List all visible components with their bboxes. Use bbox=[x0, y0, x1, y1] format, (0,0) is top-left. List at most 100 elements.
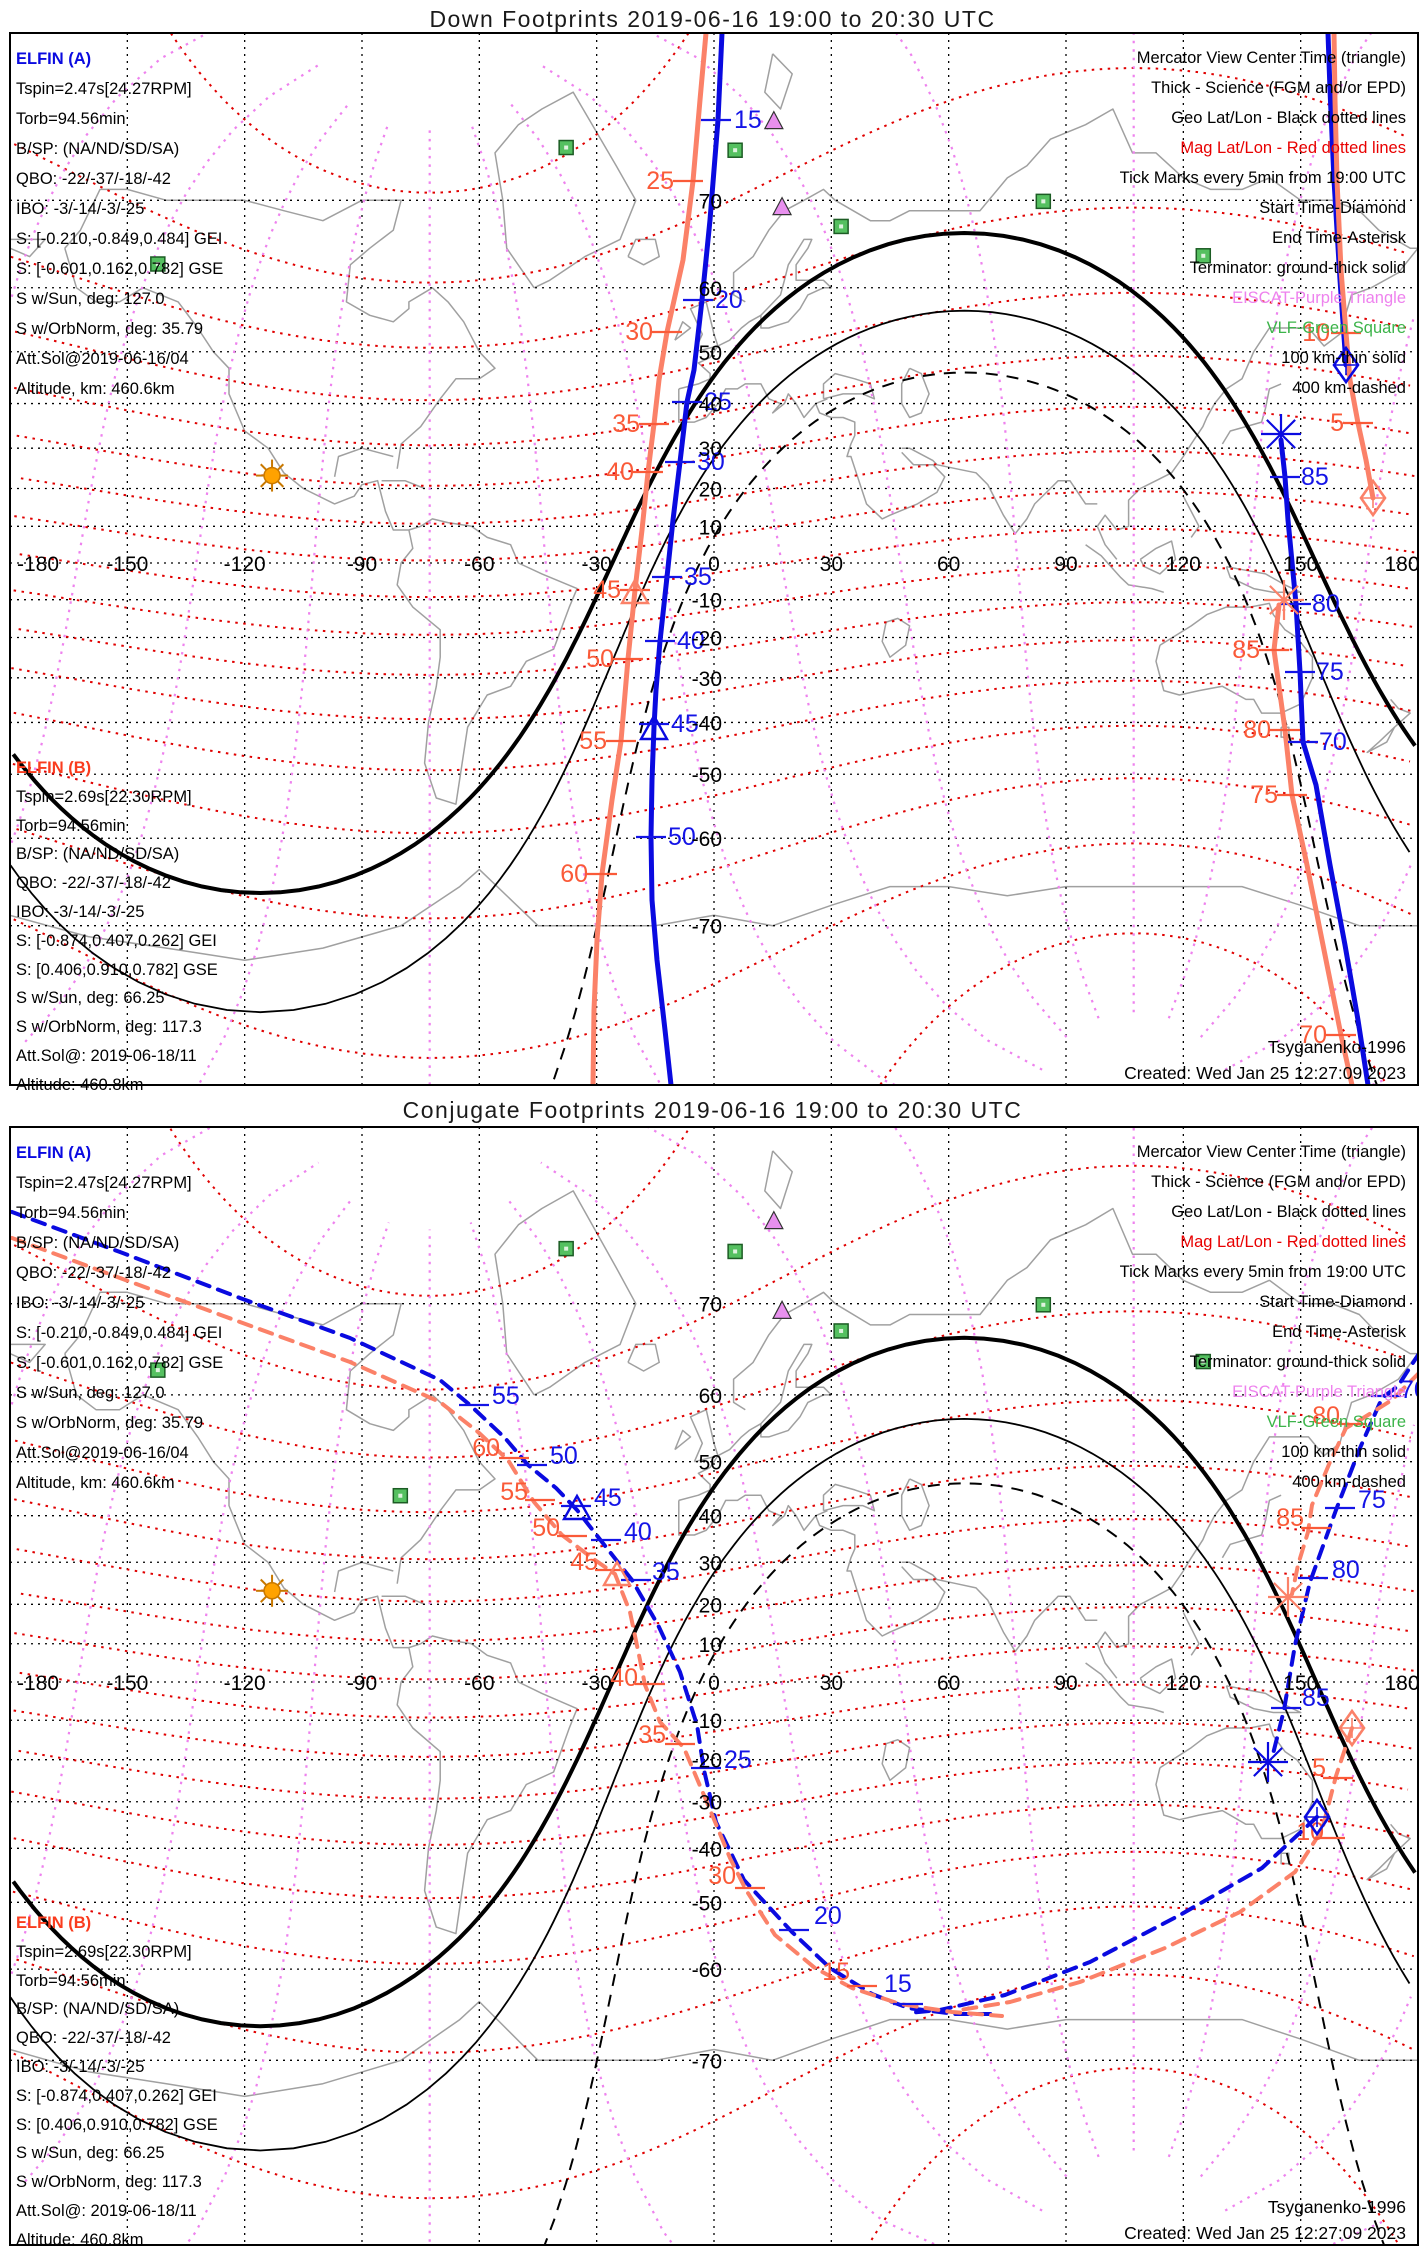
elfin-b-track-main bbox=[590, 33, 709, 1085]
panel2-legend-right-line: VLF-Green Square bbox=[1266, 1413, 1406, 1431]
minute-tick-label: 50 bbox=[668, 823, 696, 851]
coastline bbox=[64, 247, 409, 531]
panel2-legend-b-line: Altitude: 460.8km bbox=[16, 2230, 144, 2249]
mag-lon-line bbox=[10, 33, 1416, 1038]
mag-lat-line bbox=[20, 450, 1418, 525]
latitude-label: -40 bbox=[692, 712, 722, 735]
mag-lon-line bbox=[540, 1161, 1043, 2212]
coastline bbox=[381, 1595, 425, 1605]
mag-lon-line bbox=[1167, 33, 1373, 1019]
coastline bbox=[881, 1738, 911, 1782]
center-time-triangle bbox=[619, 577, 651, 605]
latitude-label: -40 bbox=[692, 1838, 722, 1861]
latitude-label: -20 bbox=[692, 1750, 722, 1773]
longitude-label: 60 bbox=[937, 553, 960, 576]
panel2-legend-a-line: Tspin=2.47s[24.27RPM] bbox=[16, 1174, 192, 1192]
mag-lat-line bbox=[13, 66, 1409, 284]
terminator-400km bbox=[550, 371, 1379, 1085]
latitude-label: 30 bbox=[699, 1552, 722, 1575]
latitude-label: -20 bbox=[692, 627, 722, 650]
panel2-legend-right-line: End Time-Asterisk bbox=[1272, 1323, 1406, 1341]
minute-tick-label: 55 bbox=[492, 1382, 520, 1410]
minute-tick-label: 25 bbox=[646, 167, 674, 195]
longitude-label: 120 bbox=[1166, 1672, 1201, 1695]
panel1-legend-a-line: B/SP: (NA/ND/SD/SA) bbox=[16, 140, 180, 158]
mag-lat-line bbox=[169, 33, 690, 194]
minute-tick-label: 55 bbox=[500, 1478, 528, 1506]
minute-tick-label: 35 bbox=[612, 410, 640, 438]
longitude-label: -30 bbox=[581, 553, 611, 576]
mag-lon-line bbox=[10, 64, 1412, 1071]
elfin-b-conj-end bbox=[1290, 1371, 1418, 1596]
panel2-legend-a-line: S w/Sun, deg: 127.0 bbox=[16, 1384, 165, 1402]
coastline bbox=[815, 403, 946, 520]
sun-marker bbox=[263, 466, 281, 485]
mag-lat-line bbox=[13, 1973, 1413, 2200]
latitude-label: -30 bbox=[692, 1792, 722, 1815]
latitude-label: -50 bbox=[692, 1892, 722, 1915]
panel1-legend-a-line: S: [-0.601,0.162,0.782] GSE bbox=[16, 260, 224, 278]
vlf-square-center bbox=[1041, 199, 1046, 204]
longitude-label: -30 bbox=[581, 1672, 611, 1695]
panel1-legend-b-line: QBO: -22/-37/-18/-42 bbox=[16, 874, 171, 893]
vlf-square-center bbox=[733, 148, 738, 153]
panel2-legend-a-line: B/SP: (NA/ND/SD/SA) bbox=[16, 1234, 180, 1252]
panel2-legend-right-line: Tick Marks every 5min from 19:00 UTC bbox=[1119, 1263, 1406, 1281]
minute-tick-label: 10 bbox=[1302, 319, 1330, 347]
coastline bbox=[1182, 495, 1200, 538]
mag-lon-line bbox=[508, 1200, 940, 2245]
coastline bbox=[333, 447, 394, 477]
coastline bbox=[900, 367, 930, 419]
minute-tick-label: 80 bbox=[1243, 716, 1271, 744]
end-time-asterisk bbox=[1266, 419, 1296, 449]
panel2-legend-right-line: EISCAT-Purple Triangle bbox=[1232, 1383, 1406, 1401]
panel1-legend-b-line: Tspin=2.69s[22.30RPM] bbox=[16, 787, 192, 806]
longitude-label: 180 bbox=[1384, 1672, 1419, 1695]
minute-tick-label: 80 bbox=[1312, 1402, 1340, 1430]
panel2-legend-a-line: Att.Sol@2019-06-16/04 bbox=[16, 1444, 189, 1462]
panel1-legend-b-line: Att.Sol@: 2019-06-18/11 bbox=[16, 1047, 197, 1065]
map-area: 15 20 25 30 35 40 45 50 25 30 35 40 45 50 55 60 5 10 70 75 8… bbox=[10, 33, 1418, 1085]
coastline bbox=[396, 1635, 578, 1935]
terminator-400km bbox=[543, 1482, 1386, 2245]
coastline bbox=[64, 1353, 409, 1649]
panel2-legend-b-line: S: [-0.874,0.407,0.262] GEI bbox=[16, 2086, 217, 2105]
vlf-square-center bbox=[564, 1246, 569, 1251]
mag-lat-line bbox=[14, 490, 1411, 562]
panel-2: 5550454035252015707580856055504540353015… bbox=[9, 1126, 1420, 2246]
panel2-legend-a-line: IBO: -3/-14/-3/-25 bbox=[16, 1294, 145, 1312]
panel2-title: Conjugate Footprints 2019-06-16 19:00 to… bbox=[402, 1097, 1023, 1123]
latitude-label: -60 bbox=[692, 1959, 722, 1982]
coastline bbox=[822, 1483, 876, 1512]
panel1-legend-right-line: Geo Lat/Lon - Black dotted lines bbox=[1171, 109, 1406, 127]
panel2-legend-b-line: Att.Sol@: 2019-06-18/11 bbox=[16, 2202, 197, 2220]
coastline bbox=[678, 238, 833, 390]
minute-tick-label: 85 bbox=[1301, 463, 1329, 491]
mag-lat-line bbox=[13, 842, 1413, 1060]
minute-tick-label: 80 bbox=[1312, 590, 1340, 618]
panel1-legend-right-line: 400 km-dashed bbox=[1292, 379, 1406, 397]
panel1-legend-a-line: Att.Sol@2019-06-16/04 bbox=[16, 350, 189, 368]
panel1-title: Down Footprints 2019-06-16 19:00 to 20:3… bbox=[429, 6, 996, 32]
minute-tick-label: 35 bbox=[652, 1558, 680, 1586]
end-time-asterisk bbox=[1269, 585, 1299, 615]
mag-lat-line bbox=[13, 679, 1411, 772]
panel-border bbox=[9, 32, 1419, 1086]
vlf-square-center bbox=[398, 1493, 403, 1498]
mag-lon-line bbox=[645, 1127, 1068, 2178]
panel1-legend-a-line: IBO: -3/-14/-3/-25 bbox=[16, 200, 145, 218]
panel1-legend-b-line: S w/OrbNorm, deg: 117.3 bbox=[16, 1018, 202, 1037]
mag-lat-line bbox=[13, 564, 1411, 636]
minute-tick-label: 45 bbox=[671, 710, 699, 738]
panel2-legend-a-line: QBO: -22/-37/-18/-42 bbox=[16, 1264, 171, 1282]
minute-tick-label: 70 bbox=[1299, 1021, 1327, 1049]
panel2-legend-b-line: Tspin=2.69s[22.30RPM] bbox=[16, 1942, 192, 1961]
longitude-label: 0 bbox=[708, 553, 720, 576]
start-time-diamond bbox=[1303, 1797, 1331, 1837]
panel-border bbox=[9, 1126, 1419, 2246]
vlf-square-center bbox=[1201, 253, 1206, 258]
end-time-asterisk bbox=[1253, 1747, 1283, 1777]
coastline bbox=[1085, 544, 1165, 594]
latitude-label: 50 bbox=[699, 342, 722, 365]
longitude-label: -120 bbox=[224, 553, 266, 576]
